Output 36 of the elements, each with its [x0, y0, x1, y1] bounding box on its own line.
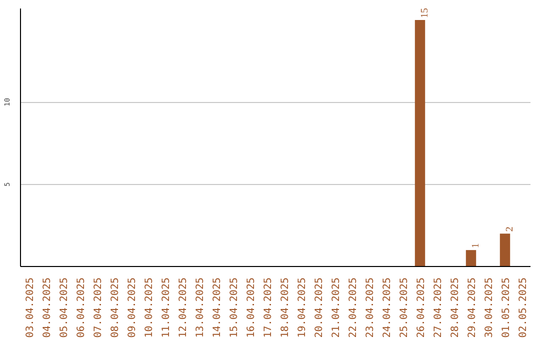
- x-tick-label: 14.04.2025: [212, 277, 223, 338]
- x-tick-label: 10.04.2025: [144, 277, 155, 338]
- bar: [466, 250, 476, 266]
- x-tick-label: 30.04.2025: [484, 277, 495, 338]
- x-tick-label: 17.04.2025: [263, 277, 274, 338]
- x-tick-label: 16.04.2025: [246, 277, 257, 338]
- x-tick-label: 02.05.2025: [518, 277, 529, 338]
- x-tick-label: 26.04.2025: [416, 277, 427, 338]
- x-tick-label: 24.04.2025: [382, 277, 393, 338]
- x-tick-label: 18.04.2025: [280, 277, 291, 338]
- x-tick-label: 15.04.2025: [229, 277, 240, 338]
- data-label: 15: [420, 8, 430, 18]
- x-tick-label: 25.04.2025: [399, 277, 410, 338]
- x-tick-label: 12.04.2025: [178, 277, 189, 338]
- x-tick-label: 08.04.2025: [110, 277, 121, 338]
- bar: [414, 20, 426, 266]
- x-tick-label: 21.04.2025: [331, 277, 342, 338]
- x-tick-label: 11.04.2025: [161, 277, 172, 338]
- x-tick-label: 06.04.2025: [76, 277, 87, 338]
- x-tick-label: 27.04.2025: [433, 277, 444, 338]
- x-tick-label: 07.04.2025: [93, 277, 104, 338]
- x-tick-label: 28.04.2025: [450, 277, 461, 338]
- x-tick-label: 22.04.2025: [348, 277, 359, 338]
- x-tick-label: 05.04.2025: [59, 277, 70, 338]
- x-tick-label: 04.04.2025: [42, 277, 53, 338]
- x-tick-label: 09.04.2025: [127, 277, 138, 338]
- x-tick-label: 01.05.2025: [501, 277, 512, 338]
- data-label: 1: [470, 243, 482, 248]
- x-tick-label: 03.04.2025: [25, 277, 36, 338]
- x-tick-label: 13.04.2025: [195, 277, 206, 338]
- bar: [500, 234, 510, 266]
- x-tick-label: 23.04.2025: [365, 277, 376, 338]
- data-label: 2: [504, 226, 516, 232]
- x-tick-label: 29.04.2025: [467, 277, 478, 338]
- x-tick-label: 20.04.2025: [314, 277, 325, 338]
- x-tick-label: 19.04.2025: [297, 277, 308, 338]
